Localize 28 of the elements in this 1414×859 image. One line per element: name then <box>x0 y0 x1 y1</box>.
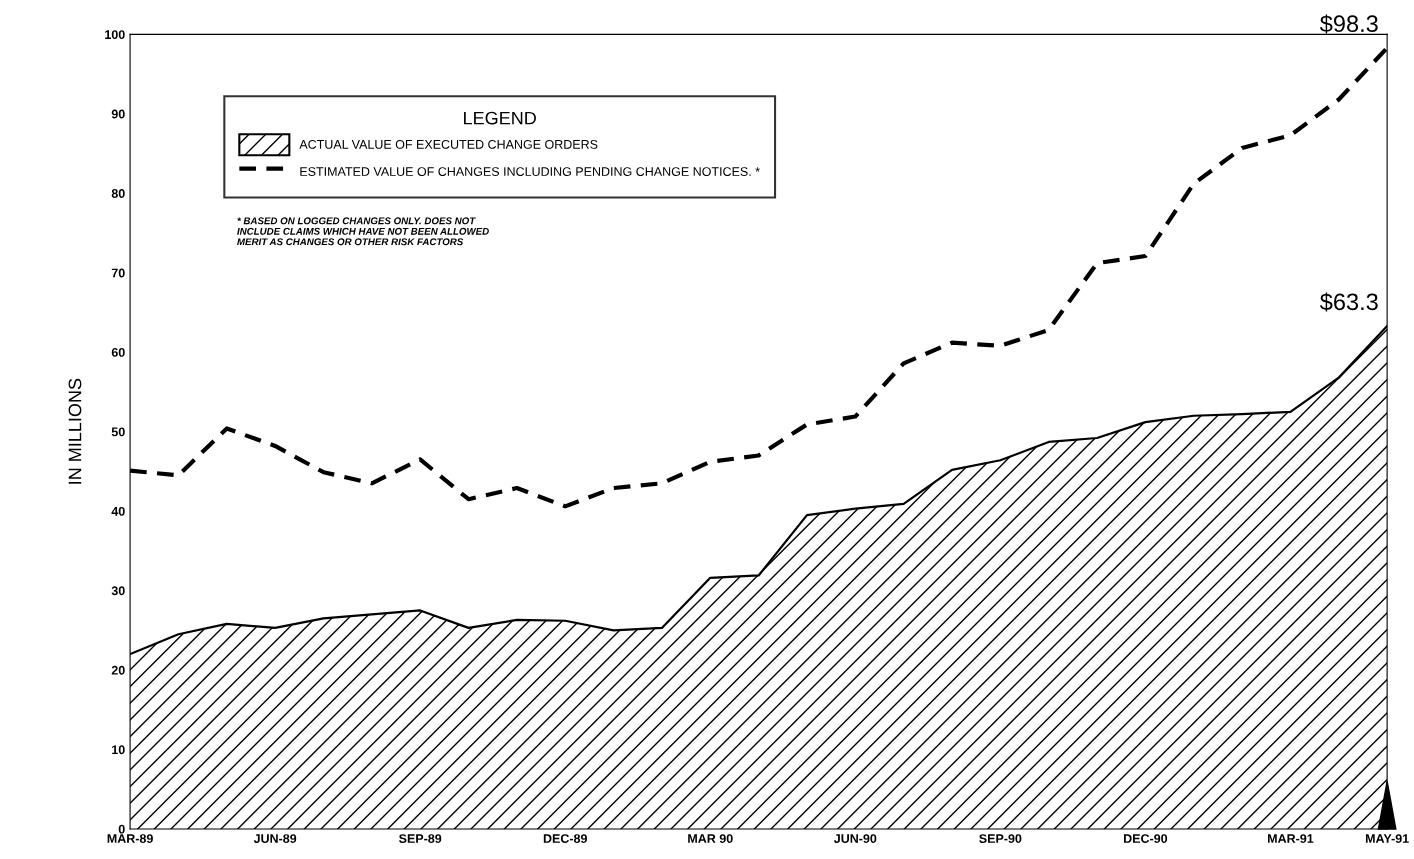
y-tick-label: 0 <box>118 824 125 834</box>
y-tick-label: 40 <box>111 506 125 516</box>
x-tick-label: DEC-89 <box>543 834 587 843</box>
y-tick-label: 10 <box>112 745 125 755</box>
y-tick-label: 20 <box>111 665 125 675</box>
y-tick-label: 70 <box>111 268 125 278</box>
annotation: * BASED ON LOGGED CHANGES ONLY. DOES NOT INCLUDE CLAIMS WHICH HAVE NOT BEEN ALLOWED MERIT AS CHANGES OR OTHER RISK FACTORS <box>237 217 489 246</box>
x-tick-label: JUN-89 <box>253 834 297 843</box>
x-tick-label: MAR 90 <box>688 834 733 843</box>
annotation: $63.3 <box>1319 292 1378 312</box>
x-tick-label: MAY-91 <box>1365 834 1409 843</box>
x-tick-label: SEP-89 <box>399 834 442 843</box>
y-tick-label: 100 <box>105 30 125 40</box>
y-tick-label: 90 <box>111 109 125 119</box>
legend-label: ACTUAL VALUE OF EXECUTED CHANGE ORDERS <box>299 139 598 149</box>
legend-label: ESTIMATED VALUE OF CHANGES INCLUDING PENDING CHANGE NOTICES. * <box>300 167 760 176</box>
x-tick-label: MAR-91 <box>1268 834 1314 843</box>
y-tick-label: 60 <box>111 347 125 357</box>
y-axis-title: IN MILLIONS <box>68 378 82 484</box>
annotation: $98.3 <box>1319 14 1378 34</box>
y-tick-label: 80 <box>111 189 125 198</box>
x-tick-label: MAR-89 <box>107 834 153 843</box>
y-tick-label: 50 <box>111 427 125 437</box>
y-tick-label: 30 <box>111 586 125 596</box>
legend-title: LEGEND <box>464 111 536 125</box>
x-tick-label: SEP-90 <box>979 834 1022 843</box>
x-tick-label: DEC-90 <box>1124 834 1168 843</box>
x-tick-label: JUN-90 <box>833 834 877 843</box>
